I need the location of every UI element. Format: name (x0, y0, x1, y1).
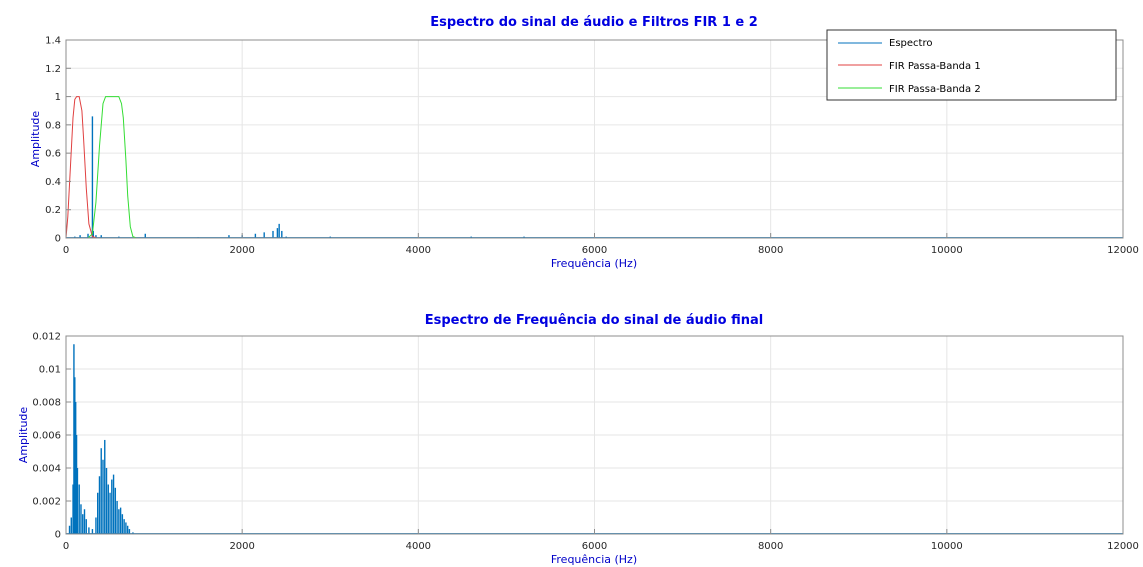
legend-label-fir1: FIR Passa-Banda 1 (889, 61, 981, 72)
xtick-label: 2000 (229, 245, 254, 256)
xtick-label: 0 (63, 541, 69, 552)
xtick-label: 8000 (758, 541, 783, 552)
legend: Espectro FIR Passa-Banda 1 FIR Passa-Ban… (826, 29, 1117, 101)
plot2-ticks: 0 2000 4000 6000 8000 10000 12000 0 0.002 0.004 0.… (32, 332, 1139, 553)
xtick-label: 2000 (229, 541, 254, 552)
ytick-label: 0.006 (32, 431, 61, 442)
plot2-title: Espectro de Frequência do sinal de áudio… (425, 313, 764, 328)
xtick-label: 6000 (582, 541, 607, 552)
plot2-xlabel: Frequência (Hz) (551, 553, 637, 566)
series-line (65, 96, 102, 239)
xtick-label: 4000 (406, 245, 431, 256)
plot1-ylabel: Amplitude (29, 111, 42, 168)
ytick-label: 0 (55, 234, 61, 245)
ytick-label: 0.004 (32, 464, 61, 475)
ytick-label: 1 (55, 92, 61, 103)
ytick-label: 1.4 (45, 36, 61, 47)
legend-label-fir2: FIR Passa-Banda 2 (889, 84, 981, 95)
xtick-label: 6000 (582, 245, 607, 256)
plot1-title: Espectro do sinal de áudio e Filtros FIR… (430, 15, 758, 30)
plot-spectrum-filters: Espectro do sinal de áudio e Filtros FIR… (29, 15, 1139, 270)
xtick-label: 12000 (1107, 541, 1139, 552)
xtick-label: 12000 (1107, 245, 1139, 256)
series-line (66, 96, 1123, 239)
plot-final-spectrum: Espectro de Frequência do sinal de áudio… (17, 313, 1139, 566)
xtick-label: 10000 (931, 541, 963, 552)
ytick-label: 0.6 (45, 149, 61, 160)
xtick-label: 8000 (758, 245, 783, 256)
xtick-label: 4000 (406, 541, 431, 552)
ytick-label: 0.012 (32, 332, 61, 343)
ytick-label: 1.2 (45, 64, 61, 75)
xtick-label: 0 (63, 245, 69, 256)
plot2-grid (65, 335, 1124, 535)
ytick-label: 0.008 (32, 398, 61, 409)
ytick-label: 0.8 (45, 120, 61, 131)
ytick-label: 0.2 (45, 205, 61, 216)
legend-label-spectrum: Espectro (889, 38, 932, 49)
plot1-ticks: 0 2000 4000 6000 8000 10000 12000 0 0.2 0.4 0.6 0.8… (45, 36, 1139, 257)
xtick-label: 10000 (931, 245, 963, 256)
ytick-label: 0.4 (45, 177, 61, 188)
ytick-label: 0.01 (39, 365, 61, 376)
ytick-label: 0.002 (32, 497, 61, 508)
plot1-xlabel: Frequência (Hz) (551, 257, 637, 270)
ytick-label: 0 (55, 530, 61, 541)
plot2-ylabel: Amplitude (17, 407, 30, 464)
